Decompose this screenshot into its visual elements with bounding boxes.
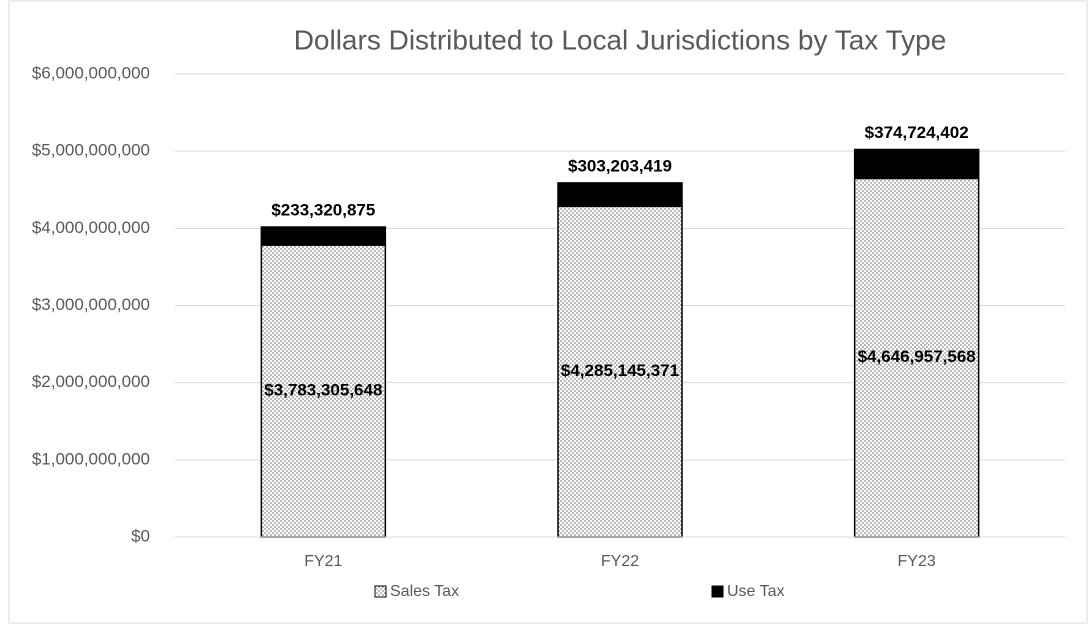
- x-tick-label: FY23: [898, 553, 936, 570]
- y-tick-label: $4,000,000,000: [32, 218, 150, 237]
- data-label: $374,724,402: [865, 123, 969, 142]
- bar: [853, 148, 980, 180]
- y-tick-label: $3,000,000,000: [32, 295, 150, 314]
- data-label: $233,320,875: [271, 201, 375, 220]
- data-label: $4,646,957,568: [858, 347, 976, 366]
- legend-swatch: [711, 585, 724, 598]
- legend-label: Use Tax: [727, 583, 785, 600]
- data-label: $3,783,305,648: [264, 381, 382, 400]
- bar: [260, 244, 387, 538]
- data-label: $4,285,145,371: [561, 361, 679, 380]
- y-tick-label: $0: [131, 526, 150, 545]
- data-label: $303,203,419: [568, 156, 672, 175]
- bar: [260, 226, 387, 246]
- bar: [853, 177, 980, 538]
- chart-title: Dollars Distributed to Local Jurisdictio…: [294, 24, 947, 55]
- legend-label: Sales Tax: [390, 583, 459, 600]
- y-tick-label: $6,000,000,000: [32, 63, 150, 82]
- bar: [557, 205, 683, 538]
- x-tick-label: FY22: [601, 553, 639, 570]
- bar: [557, 182, 683, 208]
- y-tick-label: $1,000,000,000: [32, 449, 150, 468]
- y-tick-label: $5,000,000,000: [32, 141, 150, 160]
- legend-swatch-pattern: [374, 585, 387, 598]
- x-tick-label: FY21: [304, 553, 342, 570]
- y-tick-label: $2,000,000,000: [32, 372, 150, 391]
